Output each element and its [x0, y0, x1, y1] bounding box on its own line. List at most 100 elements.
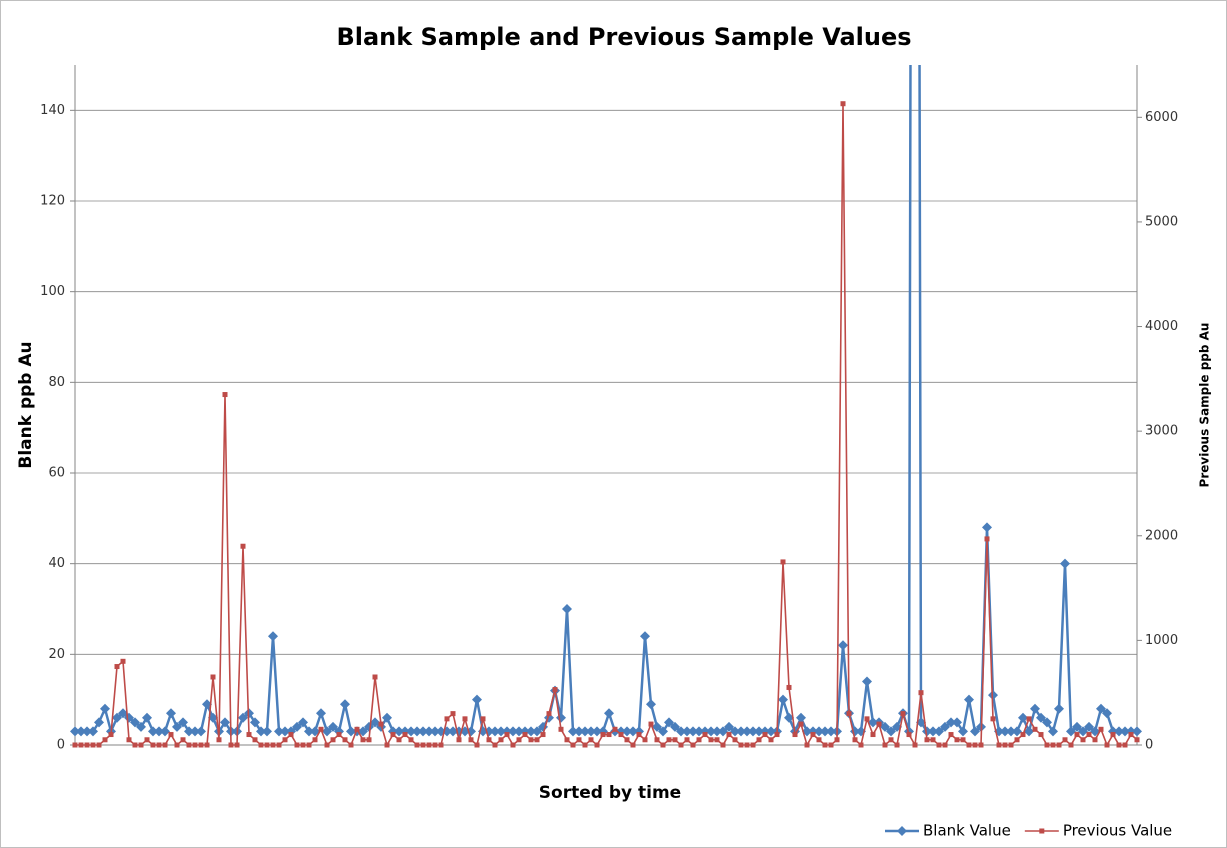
marker — [196, 726, 206, 737]
marker — [664, 717, 674, 728]
marker — [90, 742, 96, 748]
marker — [778, 694, 788, 705]
marker — [264, 742, 270, 748]
marker — [190, 726, 200, 737]
y2-tick-label: 6000 — [1145, 110, 1178, 125]
marker — [472, 694, 482, 705]
marker — [568, 726, 578, 737]
marker — [984, 536, 990, 542]
marker — [94, 717, 104, 728]
marker — [1044, 742, 1050, 748]
marker — [192, 742, 198, 748]
marker — [282, 737, 288, 743]
marker — [738, 742, 744, 748]
marker — [384, 742, 390, 748]
marker — [178, 717, 188, 728]
marker — [780, 559, 786, 565]
marker — [522, 732, 528, 738]
marker — [1018, 712, 1028, 723]
marker — [268, 631, 278, 642]
marker — [250, 717, 260, 728]
marker — [870, 732, 876, 738]
marker — [852, 737, 858, 743]
marker — [1060, 558, 1070, 569]
marker — [1122, 742, 1128, 748]
marker — [382, 712, 392, 723]
marker — [600, 732, 606, 738]
marker — [1104, 742, 1110, 748]
marker — [1068, 742, 1074, 748]
marker — [702, 732, 708, 738]
marker — [150, 742, 156, 748]
marker — [184, 726, 194, 737]
marker — [1050, 742, 1056, 748]
marker — [1078, 726, 1088, 737]
marker — [820, 726, 830, 737]
legend: Blank Value Previous Value — [885, 822, 1172, 840]
marker — [220, 717, 230, 728]
marker — [894, 742, 900, 748]
marker — [1020, 732, 1026, 738]
marker — [886, 726, 896, 737]
marker — [394, 726, 404, 737]
marker — [996, 742, 1002, 748]
marker — [586, 726, 596, 737]
marker — [328, 721, 338, 732]
marker — [444, 716, 450, 722]
marker — [456, 737, 462, 743]
marker — [340, 699, 350, 710]
marker — [972, 742, 978, 748]
marker — [354, 726, 360, 732]
marker — [594, 742, 600, 748]
marker — [868, 717, 878, 728]
marker — [958, 726, 968, 737]
marker — [96, 742, 102, 748]
marker — [922, 726, 932, 737]
marker — [70, 726, 80, 737]
marker — [324, 742, 330, 748]
marker — [1128, 732, 1134, 738]
marker — [300, 742, 306, 748]
marker — [864, 716, 870, 722]
marker — [366, 737, 372, 743]
marker — [876, 721, 882, 727]
marker — [552, 687, 558, 693]
y-tick-label: 20 — [48, 647, 65, 662]
marker — [636, 732, 642, 738]
marker — [450, 711, 456, 717]
marker — [430, 726, 440, 737]
marker — [88, 726, 98, 737]
marker — [228, 742, 234, 748]
marker — [882, 742, 888, 748]
marker — [1114, 726, 1124, 737]
marker — [942, 742, 948, 748]
marker — [304, 726, 314, 737]
marker — [372, 674, 378, 680]
marker — [1120, 726, 1130, 737]
marker — [690, 742, 696, 748]
marker — [618, 732, 624, 738]
marker — [948, 732, 954, 738]
marker — [912, 742, 918, 748]
marker — [534, 737, 540, 743]
y2-axis-label: Previous Sample ppb Au — [1198, 323, 1212, 488]
marker — [640, 631, 650, 642]
marker — [420, 742, 426, 748]
marker — [978, 742, 984, 748]
y-tick-label: 0 — [57, 738, 65, 753]
marker — [1072, 721, 1082, 732]
marker — [208, 712, 218, 723]
marker — [822, 742, 828, 748]
marker — [592, 726, 602, 737]
marker — [1132, 726, 1142, 737]
y-tick-label: 100 — [40, 284, 65, 299]
marker — [730, 726, 740, 737]
marker — [144, 737, 150, 743]
marker — [906, 732, 912, 738]
marker — [1039, 828, 1045, 834]
marker — [726, 732, 732, 738]
marker — [102, 737, 108, 743]
marker — [1062, 737, 1068, 743]
marker — [588, 737, 594, 743]
marker — [1000, 726, 1010, 737]
